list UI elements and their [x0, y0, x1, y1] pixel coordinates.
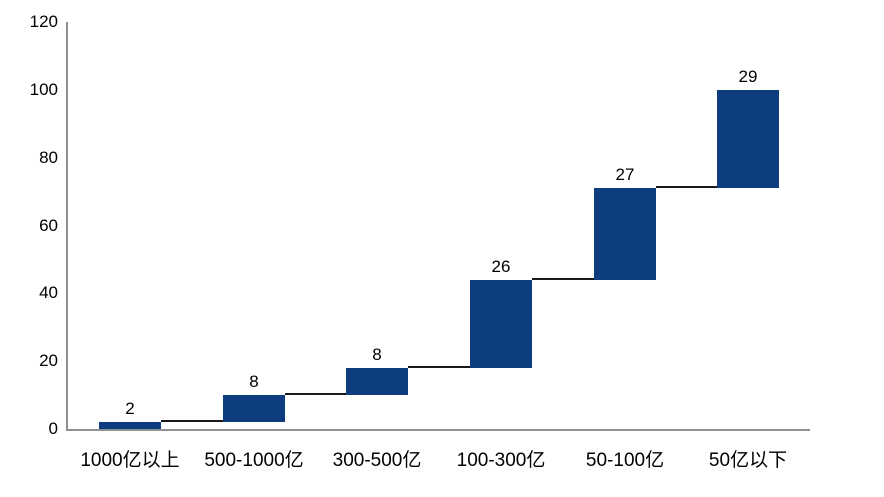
waterfall-bar-2 — [346, 368, 408, 395]
x-axis-category-label-3: 100-300亿 — [456, 450, 546, 471]
y-axis-tick-label: 100 — [29, 80, 58, 99]
x-axis-line — [66, 429, 810, 431]
y-axis-tick-label: 40 — [39, 283, 58, 302]
x-axis-category-label-1: 500-1000亿 — [204, 450, 304, 471]
bar-value-label-0: 2 — [125, 399, 135, 418]
x-axis-category-label-2: 300-500亿 — [332, 450, 422, 471]
waterfall-bar-3 — [470, 280, 532, 368]
connector-line-2 — [285, 393, 346, 395]
x-axis-category-label-4: 50-100亿 — [585, 450, 665, 471]
waterfall-bar-5 — [717, 90, 779, 188]
bar-value-label-4: 27 — [615, 165, 635, 184]
connector-line-4 — [532, 278, 594, 280]
y-axis-line — [66, 22, 68, 431]
waterfall-bar-1 — [223, 395, 285, 422]
connector-line-3 — [408, 366, 470, 368]
y-axis-tick-label: 20 — [39, 351, 58, 370]
bar-value-label-1: 8 — [249, 372, 259, 391]
y-axis-tick-label: 60 — [39, 216, 58, 235]
x-axis-category-label-0: 1000亿以上 — [80, 450, 180, 471]
connector-line-5 — [656, 186, 717, 188]
connector-line-1 — [161, 420, 223, 422]
bar-value-label-2: 8 — [372, 345, 382, 364]
y-axis-tick-label: 120 — [29, 12, 58, 31]
y-axis-tick-label: 80 — [39, 148, 58, 167]
waterfall-bar-0 — [99, 422, 161, 429]
bar-value-label-5: 29 — [738, 67, 758, 86]
waterfall-bar-4 — [594, 188, 656, 280]
bar-value-label-3: 26 — [491, 257, 511, 276]
x-axis-category-label-5: 50亿以下 — [708, 450, 788, 471]
y-axis-tick-label: 0 — [48, 419, 58, 438]
